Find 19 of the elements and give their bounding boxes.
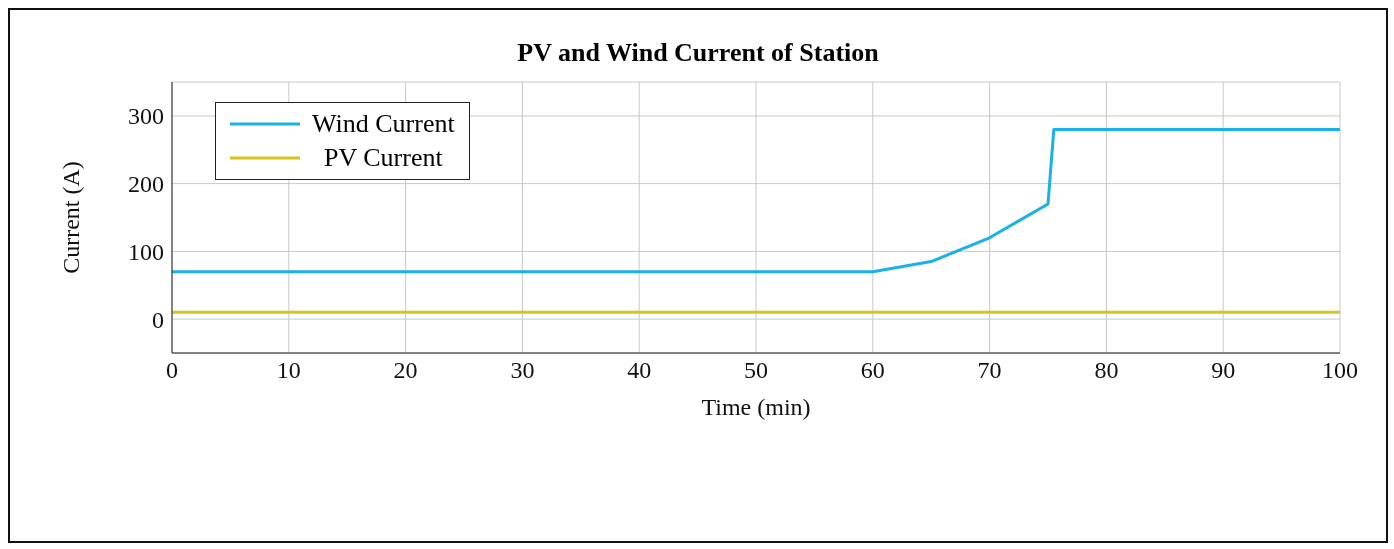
x-tick-label: 40 xyxy=(627,357,652,384)
x-tick-label: 70 xyxy=(977,357,1002,384)
chart-title: PV and Wind Current of Station xyxy=(516,38,880,68)
x-tick-label: 100 xyxy=(1322,357,1358,384)
legend-label: PV Current xyxy=(322,142,444,174)
y-tick-label: 300 xyxy=(128,103,164,130)
y-tick-label: 100 xyxy=(128,238,164,265)
x-tick-label: 10 xyxy=(276,357,301,384)
x-tick-label: 80 xyxy=(1094,357,1119,384)
x-axis-title: Time (min) xyxy=(701,394,811,420)
x-tick-label: 60 xyxy=(860,357,885,384)
x-tick-label: 30 xyxy=(510,357,535,384)
x-tick-label: 50 xyxy=(744,357,768,384)
y-tick-label: 0 xyxy=(152,306,164,333)
x-tick-label: 90 xyxy=(1211,357,1236,384)
legend-label: Wind Current xyxy=(312,108,455,140)
y-axis-title: Current (A) xyxy=(57,161,84,274)
y-tick-label: 200 xyxy=(128,171,164,198)
x-tick-label: 20 xyxy=(393,357,418,384)
